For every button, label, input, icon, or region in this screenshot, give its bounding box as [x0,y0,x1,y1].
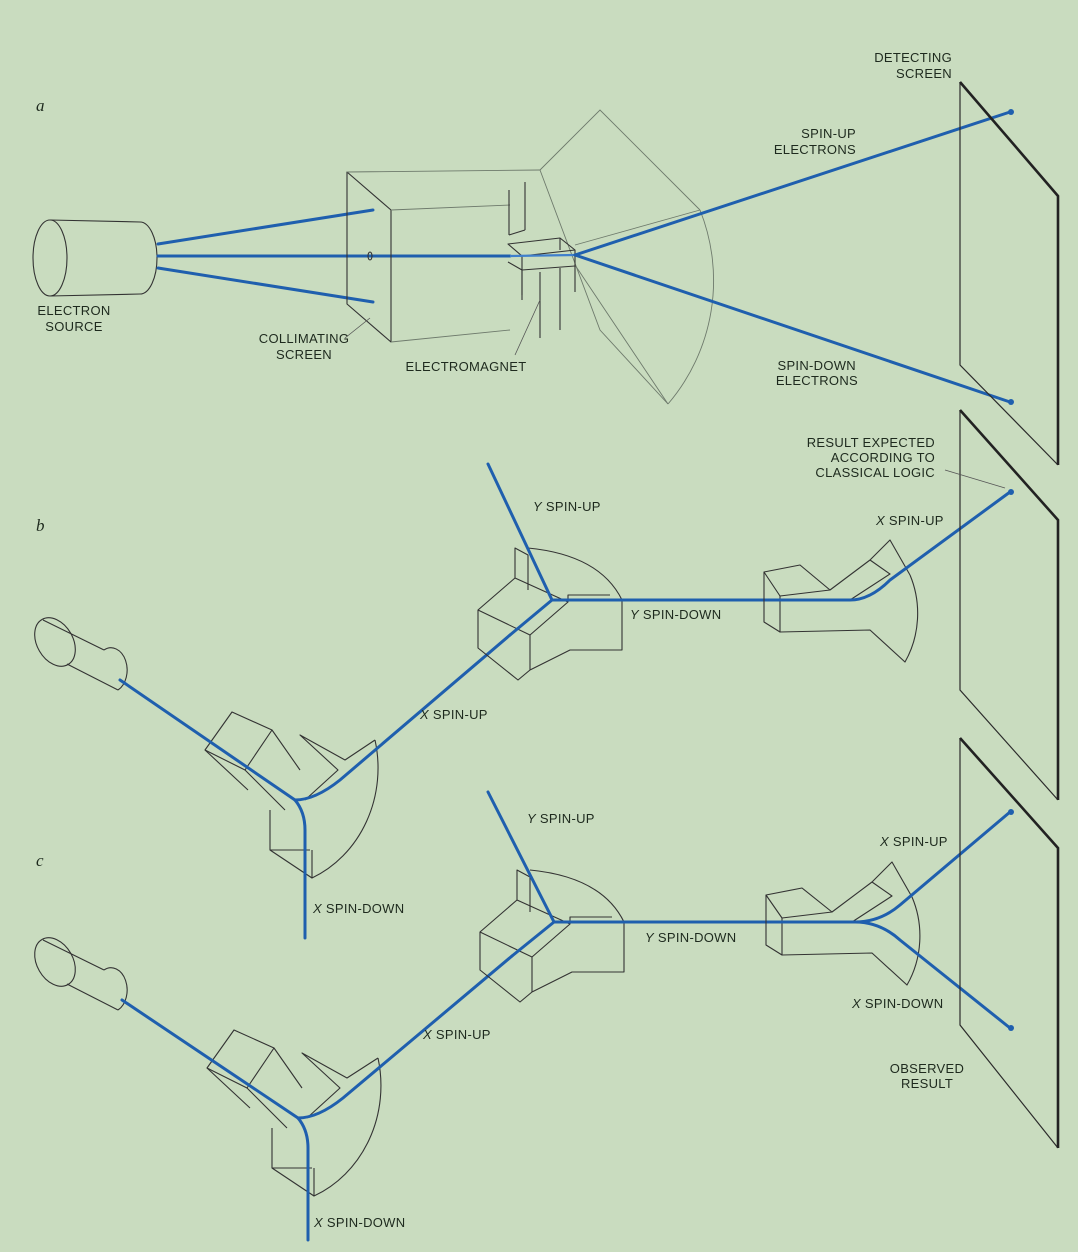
leader-expected [944,469,1006,489]
stray-beam-bottom [156,266,375,304]
panel-b-magnet-x [204,711,379,879]
label-electron-source-2: SOURCE [45,319,102,334]
label-spin-up-1: SPIN-UP [801,126,856,141]
label-spin-down-1: SPIN-DOWN [777,358,856,373]
panel-label-a: a [36,96,45,115]
panel-b: b [34,409,1060,940]
label-c-x-spin-up-final: X SPIN-UP [879,834,948,849]
label-c-x-spin-up: X SPIN-UP [422,1027,491,1042]
panel-c-magnet-x [206,1029,382,1197]
panel-c-magnet-x2 [765,861,921,986]
electron-source-cylinder [32,219,158,297]
panel-b-beam-in [118,678,297,802]
label-collimating-1: COLLIMATING [259,331,349,346]
label-c-y-spin-up: Y SPIN-UP [527,811,595,826]
beam-through-magnet [509,253,576,258]
label-detecting-2: SCREEN [896,66,952,81]
panel-b-source [34,617,128,691]
panel-c-screen [959,737,1060,1149]
label-b-y-spin-up: Y SPIN-UP [533,499,601,514]
leader-collimating [344,317,371,339]
label-observed-2: RESULT [901,1076,953,1091]
magnet-housing [346,109,714,405]
label-c-x-spin-down: X SPIN-DOWN [313,1215,405,1230]
collimator-aperture [367,251,373,261]
label-expected-2: ACCORDING TO [831,450,935,465]
label-c-y-spin-down: Y SPIN-DOWN [645,930,736,945]
detecting-screen [959,81,1060,466]
label-expected-1: RESULT EXPECTED [807,435,935,450]
label-electromagnet: ELECTROMAGNET [406,359,527,374]
label-detecting-1: DETECTING [874,50,952,65]
panel-c-source [34,937,128,1011]
panel-b-x-spin-up-beam [293,633,512,802]
spin-up-beam [573,110,1012,257]
label-electron-source-1: ELECTRON [37,303,110,318]
label-spin-down-2: ELECTRONS [776,373,858,388]
leader-electromagnet [514,299,541,356]
panel-b-x-spin-down-beam [293,798,307,940]
panel-c-magnet-y [479,869,625,1003]
panel-c-x-spin-up-beam [296,954,514,1120]
panel-b-screen [959,409,1060,801]
panel-b-magnet-y [477,547,623,681]
spin-up-spot [1008,109,1014,115]
panel-a: a [32,50,1060,466]
panel-c-x-spin-down-beam [296,1116,310,1242]
panel-c-beam-in [120,998,300,1120]
label-spin-up-2: ELECTRONS [774,142,856,157]
panel-b-expected-spot [1008,489,1014,495]
stray-beam-top [156,208,375,246]
panel-b-magnet-x2 [763,539,919,663]
panel-label-c: c [36,851,44,870]
panel-c-x-spin-down-beam-final [853,920,1012,1030]
panel-b-x-spin-up-beam-final [768,490,1012,602]
label-b-x-spin-up-final: X SPIN-UP [875,513,944,528]
label-b-y-spin-down: Y SPIN-DOWN [630,607,721,622]
label-c-x-spin-down-final: X SPIN-DOWN [851,996,943,1011]
label-collimating-2: SCREEN [276,347,332,362]
electromagnet [507,182,576,338]
panel-c-spin-down-spot [1008,1025,1014,1031]
label-b-x-spin-down: X SPIN-DOWN [312,901,404,916]
label-observed-1: OBSERVED [890,1061,964,1076]
panel-c-x-spin-up-beam-final [770,810,1012,924]
spin-down-beam [573,253,1012,404]
panel-c-spin-up-spot [1008,809,1014,815]
panel-label-b: b [36,516,45,535]
label-expected-3: CLASSICAL LOGIC [815,465,935,480]
spin-down-spot [1008,399,1014,405]
panel-c: c [34,737,1060,1242]
label-b-x-spin-up: X SPIN-UP [419,707,488,722]
